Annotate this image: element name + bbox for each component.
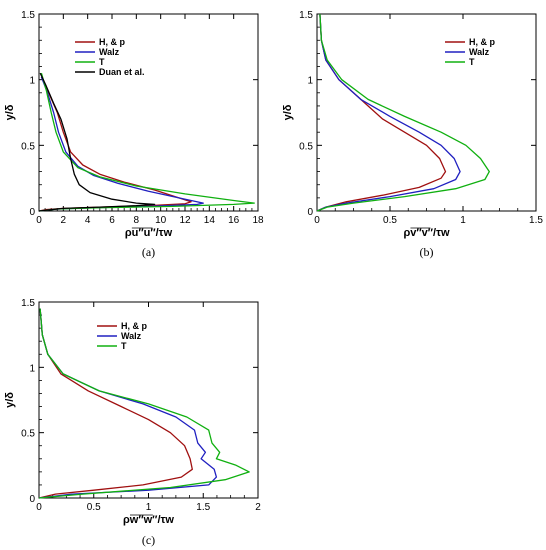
x-axis-label: ρw″w″/τw xyxy=(123,514,174,526)
x-tick-label: 10 xyxy=(155,215,167,226)
x-tick-label: 4 xyxy=(85,215,91,226)
plot-frame xyxy=(38,13,259,212)
plot-frame xyxy=(316,13,537,212)
y-axis-label: y/δ xyxy=(4,392,16,408)
x-tick-label: 14 xyxy=(204,215,216,226)
legend-label: Duan et al. xyxy=(99,67,145,77)
x-tick-label: 16 xyxy=(228,215,240,226)
series-line-walz xyxy=(38,76,204,212)
x-tick-label: 1 xyxy=(460,215,466,226)
y-tick-label: 0 xyxy=(29,207,35,218)
legend-label: Walz xyxy=(121,331,142,341)
x-tick-label: 0.5 xyxy=(383,215,397,226)
x-tick-label: 1.5 xyxy=(529,215,543,226)
legend-label: Walz xyxy=(99,47,120,57)
series-line-h-p xyxy=(38,308,193,499)
panel-caption: (b) xyxy=(420,245,434,259)
x-tick-label: 0.5 xyxy=(87,502,101,513)
x-tick-label: 2 xyxy=(255,502,261,513)
legend-label: H, & p xyxy=(469,37,496,47)
series-line-t xyxy=(38,308,250,499)
y-tick-label: 1.5 xyxy=(299,10,313,21)
y-tick-label: 0 xyxy=(29,494,35,505)
legend-label: Walz xyxy=(469,47,490,57)
y-axis-label: y/δ xyxy=(282,104,294,120)
series-line-h-p xyxy=(316,13,447,212)
x-tick-label: 1 xyxy=(146,502,152,513)
x-tick-label: 0 xyxy=(314,215,320,226)
legend-label: T xyxy=(121,341,127,351)
x-tick-label: 0 xyxy=(36,215,42,226)
x-tick-label: 12 xyxy=(179,215,191,226)
series-line-t xyxy=(38,72,255,212)
legend-label: H, & p xyxy=(99,37,126,47)
plot-frame xyxy=(38,301,259,499)
y-tick-label: 0 xyxy=(307,207,313,218)
y-tick-label: 0.5 xyxy=(21,141,35,152)
y-tick-label: 1 xyxy=(29,363,35,374)
x-tick-label: 0 xyxy=(36,502,42,513)
panel-caption: (c) xyxy=(142,533,155,547)
panel-caption: (a) xyxy=(142,245,155,259)
legend-label: T xyxy=(469,57,475,67)
series-line-t xyxy=(316,13,490,212)
x-axis-label: ρu″u″/τw xyxy=(125,227,173,239)
chart-panel-1: 0 2 4 6 8 10 12 14 16 18 0 0.5 1 1.5 y/δ ρu″u″/τw H, & p… xyxy=(4,10,264,259)
y-tick-label: 0.5 xyxy=(21,429,35,440)
x-axis-label: ρv″v″/τw xyxy=(403,227,450,239)
series-line-walz xyxy=(316,13,461,212)
y-tick-label: 1.5 xyxy=(21,10,35,21)
y-tick-label: 1 xyxy=(29,76,35,87)
x-tick-label: 6 xyxy=(109,215,115,226)
y-axis-label: y/δ xyxy=(4,104,16,120)
x-tick-label: 18 xyxy=(252,215,264,226)
legend-label: H, & p xyxy=(121,321,148,331)
x-tick-label: 2 xyxy=(61,215,67,226)
series-line-duan-et-al- xyxy=(38,72,156,212)
y-tick-label: 1.5 xyxy=(21,298,35,309)
x-tick-label: 8 xyxy=(134,215,140,226)
x-tick-label: 1.5 xyxy=(196,502,210,513)
legend-label: T xyxy=(99,57,105,67)
y-tick-label: 0.5 xyxy=(299,141,313,152)
y-tick-label: 1 xyxy=(307,76,313,87)
